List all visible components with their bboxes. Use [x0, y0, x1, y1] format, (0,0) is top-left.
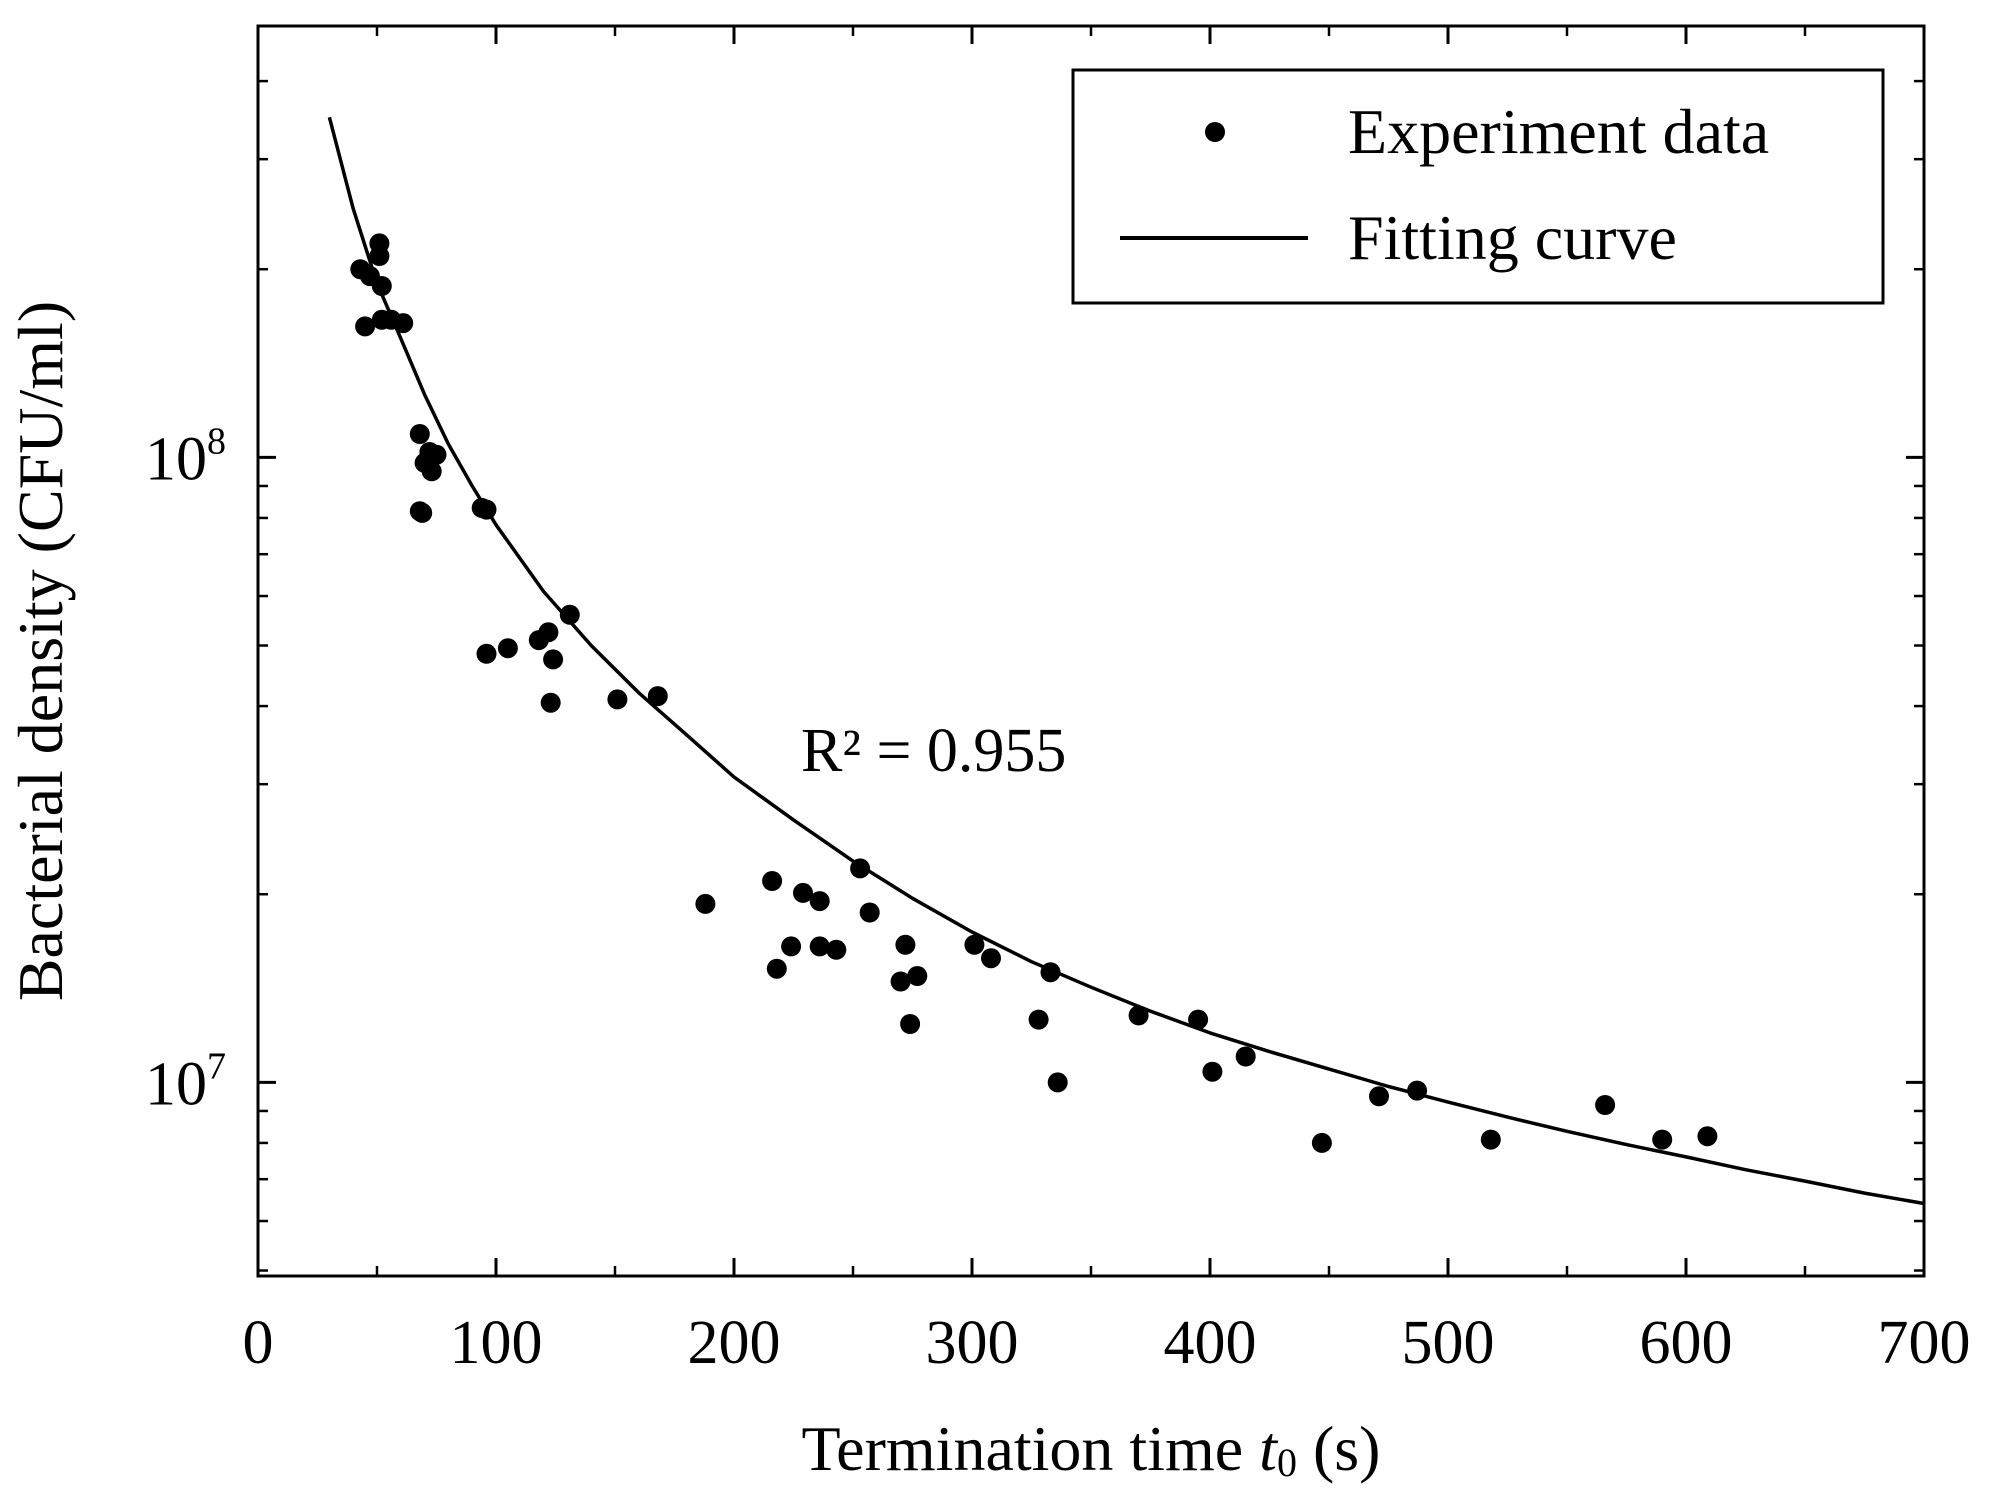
data-point — [781, 936, 802, 957]
r-squared-annotation: R² = 0.955 — [801, 717, 1066, 785]
data-point — [1480, 1129, 1501, 1150]
data-point — [981, 948, 1001, 969]
x-axis-title-unit: (s) — [1313, 1413, 1381, 1484]
fitting-curve-layer — [327, 116, 1925, 1206]
data-point — [369, 246, 390, 266]
data-point — [393, 313, 414, 334]
data-point — [1188, 1009, 1209, 1030]
y-tick-labels: 107 108 — [145, 420, 226, 1118]
data-point — [371, 276, 392, 296]
data-point — [900, 1014, 921, 1034]
data-point — [476, 499, 497, 520]
data-point — [859, 902, 880, 923]
legend-box — [1071, 68, 1885, 305]
data-point — [890, 971, 911, 992]
x-axis-title-text: Termination time — [802, 1413, 1244, 1484]
data-point — [476, 643, 497, 664]
data-point — [543, 649, 564, 670]
x-tick-label: 0 — [243, 1309, 274, 1377]
minor-ticks — [258, 26, 1924, 1276]
x-tick-label: 100 — [450, 1309, 543, 1377]
data-point — [647, 686, 668, 707]
data-point — [1697, 1126, 1718, 1147]
data-point — [1595, 1095, 1616, 1115]
data-point — [1235, 1046, 1256, 1067]
x-tick-label: 400 — [1164, 1309, 1257, 1377]
data-point — [809, 936, 830, 957]
data-point — [1652, 1129, 1673, 1150]
legend-label-experiment: Experiment data — [1348, 96, 1769, 167]
data-point — [540, 692, 561, 713]
data-point — [538, 622, 559, 643]
y-tick-label: 108 — [145, 420, 226, 493]
data-point — [850, 858, 871, 879]
x-tick-label: 600 — [1640, 1309, 1733, 1377]
x-tick-label: 700 — [1878, 1309, 1971, 1377]
x-axis-title-sub: 0 — [1277, 1440, 1297, 1485]
data-point — [409, 424, 430, 444]
data-point — [419, 442, 440, 462]
data-point — [1047, 1072, 1068, 1093]
x-tick-labels: 0 100 200 300 400 500 600 700 — [243, 1309, 1971, 1377]
data-point — [766, 958, 787, 979]
data-point — [1128, 1005, 1149, 1026]
data-point — [809, 891, 830, 912]
legend-dot-marker — [1205, 122, 1225, 142]
data-point — [1040, 962, 1061, 983]
y-tick-label: 107 — [145, 1045, 226, 1118]
legend: Experiment data Fitting curve — [1071, 68, 1885, 305]
data-point — [607, 689, 628, 710]
data-point — [964, 934, 985, 955]
x-axis-title-var: t — [1259, 1413, 1279, 1484]
data-point — [1202, 1061, 1223, 1082]
x-axis-title: Termination time t0 (s) — [802, 1413, 1381, 1485]
data-point — [907, 966, 928, 986]
data-point — [412, 502, 433, 523]
data-point — [793, 882, 813, 903]
data-point — [355, 316, 376, 337]
x-tick-label: 300 — [926, 1309, 1019, 1377]
data-point — [826, 939, 847, 960]
fitting-curve-line — [327, 116, 1925, 1206]
y-axis-title: Bacterial density (CFU/ml) — [5, 301, 76, 1001]
data-point — [1407, 1080, 1428, 1101]
data-point — [695, 893, 716, 914]
data-point — [421, 461, 442, 482]
data-point — [1028, 1009, 1049, 1030]
data-point — [1311, 1132, 1332, 1153]
data-point — [895, 934, 916, 955]
plot-area-frame — [256, 24, 1926, 1278]
data-point — [559, 604, 580, 625]
legend-label-fitting: Fitting curve — [1348, 202, 1677, 273]
data-points-layer — [350, 233, 1718, 1153]
data-point — [1369, 1086, 1389, 1107]
x-tick-label: 200 — [688, 1309, 781, 1377]
x-tick-label: 500 — [1402, 1309, 1495, 1377]
data-point — [762, 871, 783, 891]
data-point — [497, 638, 518, 659]
